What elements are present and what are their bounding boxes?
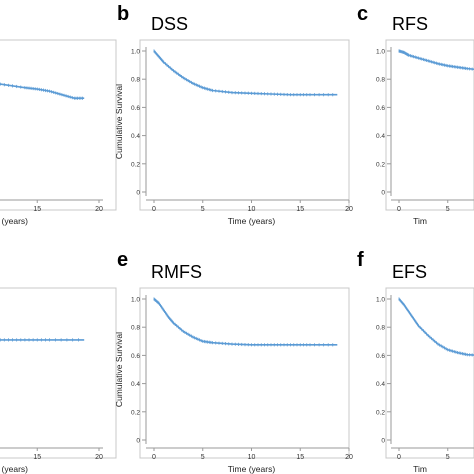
survival-line [153, 298, 338, 346]
y-tick-label: 0.2 [131, 409, 140, 416]
x-axis-label: Time (years) [228, 216, 276, 226]
y-tick-label: 0.6 [376, 105, 385, 112]
x-axis-label: Time (years) [0, 216, 28, 226]
panel-title: EFS [392, 262, 427, 282]
survival-line [153, 50, 338, 96]
x-tick-label: 0 [152, 206, 156, 213]
x-tick-label: 15 [296, 454, 304, 461]
x-tick-label: 20 [95, 454, 103, 461]
panel-title: DSS [151, 14, 188, 34]
x-axis-label: Tim [413, 464, 427, 474]
panel-letter: f [357, 249, 364, 271]
panel-b: 0 0.2 0.4 0.6 0.8 1.0 Cumulative Survival 0 5 10 1… [114, 3, 353, 226]
x-tick-label: 20 [345, 206, 353, 213]
y-tick-label: 0.8 [131, 77, 140, 84]
y-tick-label: 0.6 [131, 353, 140, 360]
x-tick-label: 5 [201, 454, 205, 461]
y-tick-label: 0.6 [376, 353, 385, 360]
y-tick-label: 1.0 [131, 297, 140, 304]
panel-c: 0 0.2 0.4 0.6 0.8 1.0 0 5 Tim c RFS [357, 3, 474, 226]
x-tick-label: 10 [248, 454, 256, 461]
x-tick-label: 15 [33, 206, 41, 213]
y-tick-label: 0.2 [131, 161, 140, 168]
y-tick-label: 0.4 [131, 381, 140, 388]
y-tick-label: 1.0 [131, 49, 140, 56]
y-tick-label: 0.8 [376, 77, 385, 84]
x-tick-label: 15 [296, 206, 304, 213]
y-tick-label: 0 [381, 190, 385, 197]
panel-f: 0 0.2 0.4 0.6 0.8 1.0 0 5 Tim f EFS [357, 249, 474, 474]
y-tick-label: 0.4 [131, 133, 140, 140]
y-tick-label: 0 [136, 438, 140, 445]
x-tick-label: 20 [95, 206, 103, 213]
plot-frame [0, 287, 117, 459]
y-axis-label: Cumulative Survival [114, 84, 124, 159]
y-tick-label: 0 [136, 190, 140, 197]
y-tick-label: 0.2 [376, 409, 385, 416]
y-tick-label: 0.4 [376, 133, 385, 140]
x-tick-label: 0 [397, 206, 401, 213]
y-tick-label: 0.4 [376, 381, 385, 388]
y-tick-label: 0 [381, 438, 385, 445]
x-tick-label: 0 [152, 454, 156, 461]
plot-frame [385, 287, 474, 459]
panel-letter: e [117, 249, 128, 271]
y-tick-label: 1.0 [376, 297, 385, 304]
x-tick-label: 0 [397, 454, 401, 461]
x-tick-label: 5 [201, 206, 205, 213]
survival-line [398, 298, 474, 356]
x-tick-label: 20 [345, 454, 353, 461]
panel-d: 15 20 Time (years) [0, 287, 117, 474]
x-tick-label: 5 [446, 454, 450, 461]
plot-frame [0, 39, 117, 211]
x-axis-label: Time (years) [228, 464, 276, 474]
plot-frame [139, 287, 350, 459]
plot-frame [139, 39, 350, 211]
panel-letter: b [117, 3, 129, 25]
y-tick-label: 0.2 [376, 161, 385, 168]
panel-letter: c [357, 3, 368, 25]
y-tick-label: 1.0 [376, 49, 385, 56]
x-tick-label: 5 [446, 206, 450, 213]
x-axis-label: Time (years) [0, 464, 28, 474]
y-tick-label: 0.8 [376, 325, 385, 332]
y-axis-label: Cumulative Survival [114, 332, 124, 407]
panel-e: 0 0.2 0.4 0.6 0.8 1.0 Cumulative Survival 0 5 10 1… [114, 249, 353, 474]
plot-frame [385, 39, 474, 211]
panel-title: RMFS [151, 262, 202, 282]
panel-title: RFS [392, 14, 428, 34]
x-tick-label: 10 [248, 206, 256, 213]
panel-a: 15 20 Time (years) [0, 39, 117, 226]
y-tick-label: 0.8 [131, 325, 140, 332]
x-axis-label: Tim [413, 216, 427, 226]
y-tick-label: 0.6 [131, 105, 140, 112]
x-tick-label: 15 [33, 454, 41, 461]
